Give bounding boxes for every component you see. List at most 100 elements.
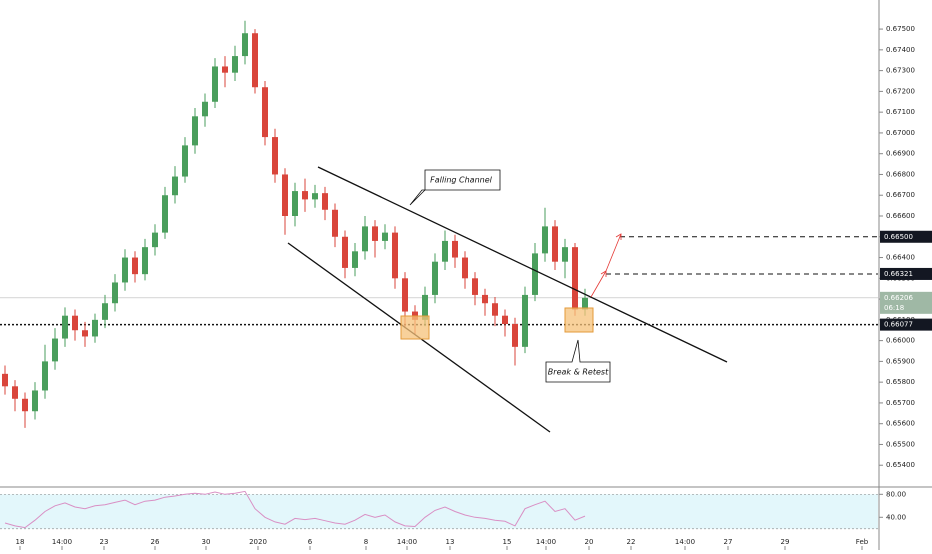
- y-tick-label: 0.65400: [886, 461, 915, 469]
- candle-body: [372, 226, 378, 241]
- candle-body: [562, 247, 568, 262]
- level-label-bg: [880, 230, 932, 243]
- candle-body: [312, 193, 318, 200]
- candle-body: [552, 226, 558, 262]
- candle-body: [342, 236, 348, 268]
- candle-body: [442, 240, 448, 262]
- x-tick-label: 14:00: [397, 538, 417, 546]
- x-tick-label: 22: [627, 538, 636, 546]
- x-tick-label: 23: [100, 538, 109, 546]
- candle-body: [22, 398, 28, 412]
- y-tick-label: 0.65800: [886, 378, 915, 386]
- candle-body: [362, 226, 368, 252]
- indicator-band: [0, 494, 878, 529]
- x-tick-label: 13: [446, 538, 455, 546]
- candle-body: [202, 101, 208, 117]
- candle-body: [12, 386, 18, 399]
- candle-body: [252, 33, 258, 88]
- candle-body: [542, 226, 548, 254]
- candle-body: [82, 330, 88, 337]
- level-label: 0.66077: [884, 321, 913, 329]
- retest-box: [564, 307, 594, 333]
- level-label-bg: [880, 318, 932, 331]
- x-tick-label: 8: [364, 538, 368, 546]
- y-tick-label: 0.65900: [886, 357, 915, 365]
- candle-body: [282, 174, 288, 216]
- y-tick-label: 0.67200: [886, 87, 915, 95]
- candle-body: [502, 315, 508, 324]
- x-tick-label: 6: [308, 538, 313, 546]
- y-tick-label: 0.65700: [886, 399, 915, 407]
- x-tick-label: 18: [16, 538, 25, 546]
- y-tick-label: 0.67100: [886, 108, 915, 116]
- callout: [545, 339, 611, 383]
- candle-body: [32, 390, 38, 412]
- candle-body: [212, 66, 218, 102]
- candle-body: [262, 87, 268, 138]
- candle-body: [572, 247, 578, 310]
- x-tick-label: 20: [585, 538, 594, 546]
- candle-body: [92, 319, 98, 337]
- candle-body: [242, 33, 248, 57]
- last-price-bg: [880, 291, 932, 314]
- x-tick-label: 30: [202, 538, 211, 546]
- y-tick-label: 0.66900: [886, 150, 915, 158]
- indicator-tick-label: 80.00: [886, 490, 906, 498]
- y-tick-label: 0.67500: [886, 25, 915, 33]
- candle-body: [382, 232, 388, 241]
- candle-body: [142, 247, 148, 275]
- x-tick-label: 26: [151, 538, 160, 546]
- candle-body: [192, 116, 198, 146]
- candle-body: [102, 303, 108, 320]
- x-tick-label: 14:00: [536, 538, 556, 546]
- x-tick-label: 14:00: [675, 538, 695, 546]
- arrow-head: [615, 233, 622, 240]
- candle-body: [132, 257, 138, 275]
- level-label: 0.66321: [884, 270, 913, 278]
- candle-body: [482, 294, 488, 304]
- candle-body: [472, 278, 478, 295]
- candle-body: [332, 209, 338, 237]
- candle-body: [462, 257, 468, 279]
- candle-body: [522, 294, 528, 347]
- candle-body: [122, 257, 128, 283]
- x-tick-label: 15: [503, 538, 512, 546]
- candle-body: [172, 176, 178, 196]
- candle-body: [272, 137, 278, 175]
- candle-body: [162, 195, 168, 233]
- x-tick-label: 14:00: [52, 538, 72, 546]
- y-tick-label: 0.66000: [886, 337, 915, 345]
- candle-body: [182, 145, 188, 177]
- x-tick-label: 29: [781, 538, 790, 546]
- y-tick-label: 0.66700: [886, 191, 915, 199]
- candle-body: [2, 373, 8, 387]
- candle-body: [432, 261, 438, 295]
- y-tick-label: 0.67300: [886, 67, 915, 75]
- candle-body: [52, 338, 58, 362]
- y-tick-label: 0.66400: [886, 254, 915, 262]
- candle-body: [42, 361, 48, 391]
- candle-body: [422, 294, 428, 320]
- candle-body: [582, 297, 588, 310]
- candle-body: [302, 191, 308, 200]
- y-tick-label: 0.65600: [886, 420, 915, 428]
- retest-box: [400, 315, 430, 340]
- y-tick-label: 0.67000: [886, 129, 915, 137]
- channel-upper: [317, 166, 728, 363]
- level-label-bg: [880, 267, 932, 280]
- x-tick-label: 2020: [249, 538, 267, 546]
- candle-body: [62, 315, 68, 339]
- candle-body: [152, 232, 158, 248]
- candle-body: [392, 232, 398, 279]
- y-tick-label: 0.65500: [886, 440, 915, 448]
- candle-body: [222, 66, 228, 73]
- annotation: Break & Retest: [548, 368, 609, 377]
- indicator-tick-label: 40.00: [886, 513, 906, 521]
- y-tick-label: 0.66800: [886, 170, 915, 178]
- last-price-label: 0.66206: [884, 294, 913, 302]
- projection-arrow: [590, 270, 607, 298]
- x-tick-label: 27: [724, 538, 733, 546]
- indicator-line: [4, 490, 586, 529]
- candle-body: [352, 251, 358, 268]
